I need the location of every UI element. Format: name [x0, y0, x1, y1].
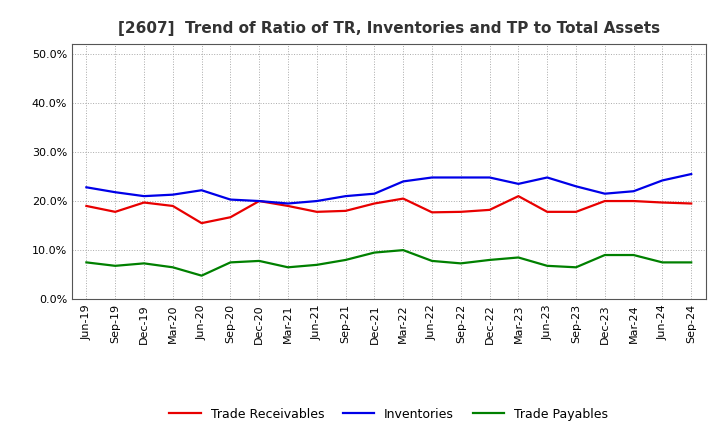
Trade Receivables [572, 209, 580, 214]
Trade Payables [370, 250, 379, 255]
Trade Payables [629, 253, 638, 258]
Inventories [399, 179, 408, 184]
Trade Receivables [82, 203, 91, 209]
Trade Payables [687, 260, 696, 265]
Trade Receivables [197, 220, 206, 226]
Inventories [312, 198, 321, 204]
Trade Receivables [168, 203, 177, 209]
Trade Receivables [485, 207, 494, 213]
Inventories [341, 194, 350, 199]
Trade Receivables [284, 203, 292, 209]
Inventories [428, 175, 436, 180]
Trade Payables [572, 265, 580, 270]
Trade Receivables [456, 209, 465, 214]
Trade Receivables [687, 201, 696, 206]
Inventories [600, 191, 609, 196]
Trade Payables [111, 263, 120, 268]
Trade Receivables [514, 194, 523, 199]
Trade Payables [658, 260, 667, 265]
Trade Receivables [341, 208, 350, 213]
Inventories [82, 185, 91, 190]
Trade Receivables [399, 196, 408, 201]
Trade Payables [456, 261, 465, 266]
Trade Payables [485, 257, 494, 263]
Trade Receivables [543, 209, 552, 214]
Trade Payables [399, 247, 408, 253]
Trade Receivables [629, 198, 638, 204]
Inventories [370, 191, 379, 196]
Inventories [485, 175, 494, 180]
Trade Payables [543, 263, 552, 268]
Line: Inventories: Inventories [86, 174, 691, 203]
Trade Receivables [428, 210, 436, 215]
Trade Receivables [370, 201, 379, 206]
Inventories [111, 190, 120, 195]
Trade Payables [226, 260, 235, 265]
Trade Payables [312, 262, 321, 268]
Title: [2607]  Trend of Ratio of TR, Inventories and TP to Total Assets: [2607] Trend of Ratio of TR, Inventories… [118, 21, 660, 36]
Trade Receivables [600, 198, 609, 204]
Trade Receivables [658, 200, 667, 205]
Inventories [284, 201, 292, 206]
Trade Payables [428, 258, 436, 264]
Trade Payables [140, 261, 148, 266]
Line: Trade Receivables: Trade Receivables [86, 196, 691, 223]
Trade Payables [168, 265, 177, 270]
Trade Payables [255, 258, 264, 264]
Inventories [658, 178, 667, 183]
Inventories [168, 192, 177, 197]
Trade Payables [197, 273, 206, 278]
Trade Payables [284, 265, 292, 270]
Legend: Trade Receivables, Inventories, Trade Payables: Trade Receivables, Inventories, Trade Pa… [164, 403, 613, 425]
Inventories [140, 194, 148, 199]
Trade Payables [600, 253, 609, 258]
Inventories [456, 175, 465, 180]
Inventories [514, 181, 523, 187]
Inventories [543, 175, 552, 180]
Inventories [629, 189, 638, 194]
Inventories [255, 198, 264, 204]
Trade Payables [514, 255, 523, 260]
Trade Receivables [111, 209, 120, 214]
Inventories [226, 197, 235, 202]
Line: Trade Payables: Trade Payables [86, 250, 691, 275]
Trade Payables [82, 260, 91, 265]
Inventories [572, 183, 580, 189]
Trade Receivables [226, 215, 235, 220]
Inventories [197, 187, 206, 193]
Trade Payables [341, 257, 350, 263]
Trade Receivables [140, 200, 148, 205]
Trade Receivables [312, 209, 321, 214]
Inventories [687, 172, 696, 177]
Trade Receivables [255, 198, 264, 204]
